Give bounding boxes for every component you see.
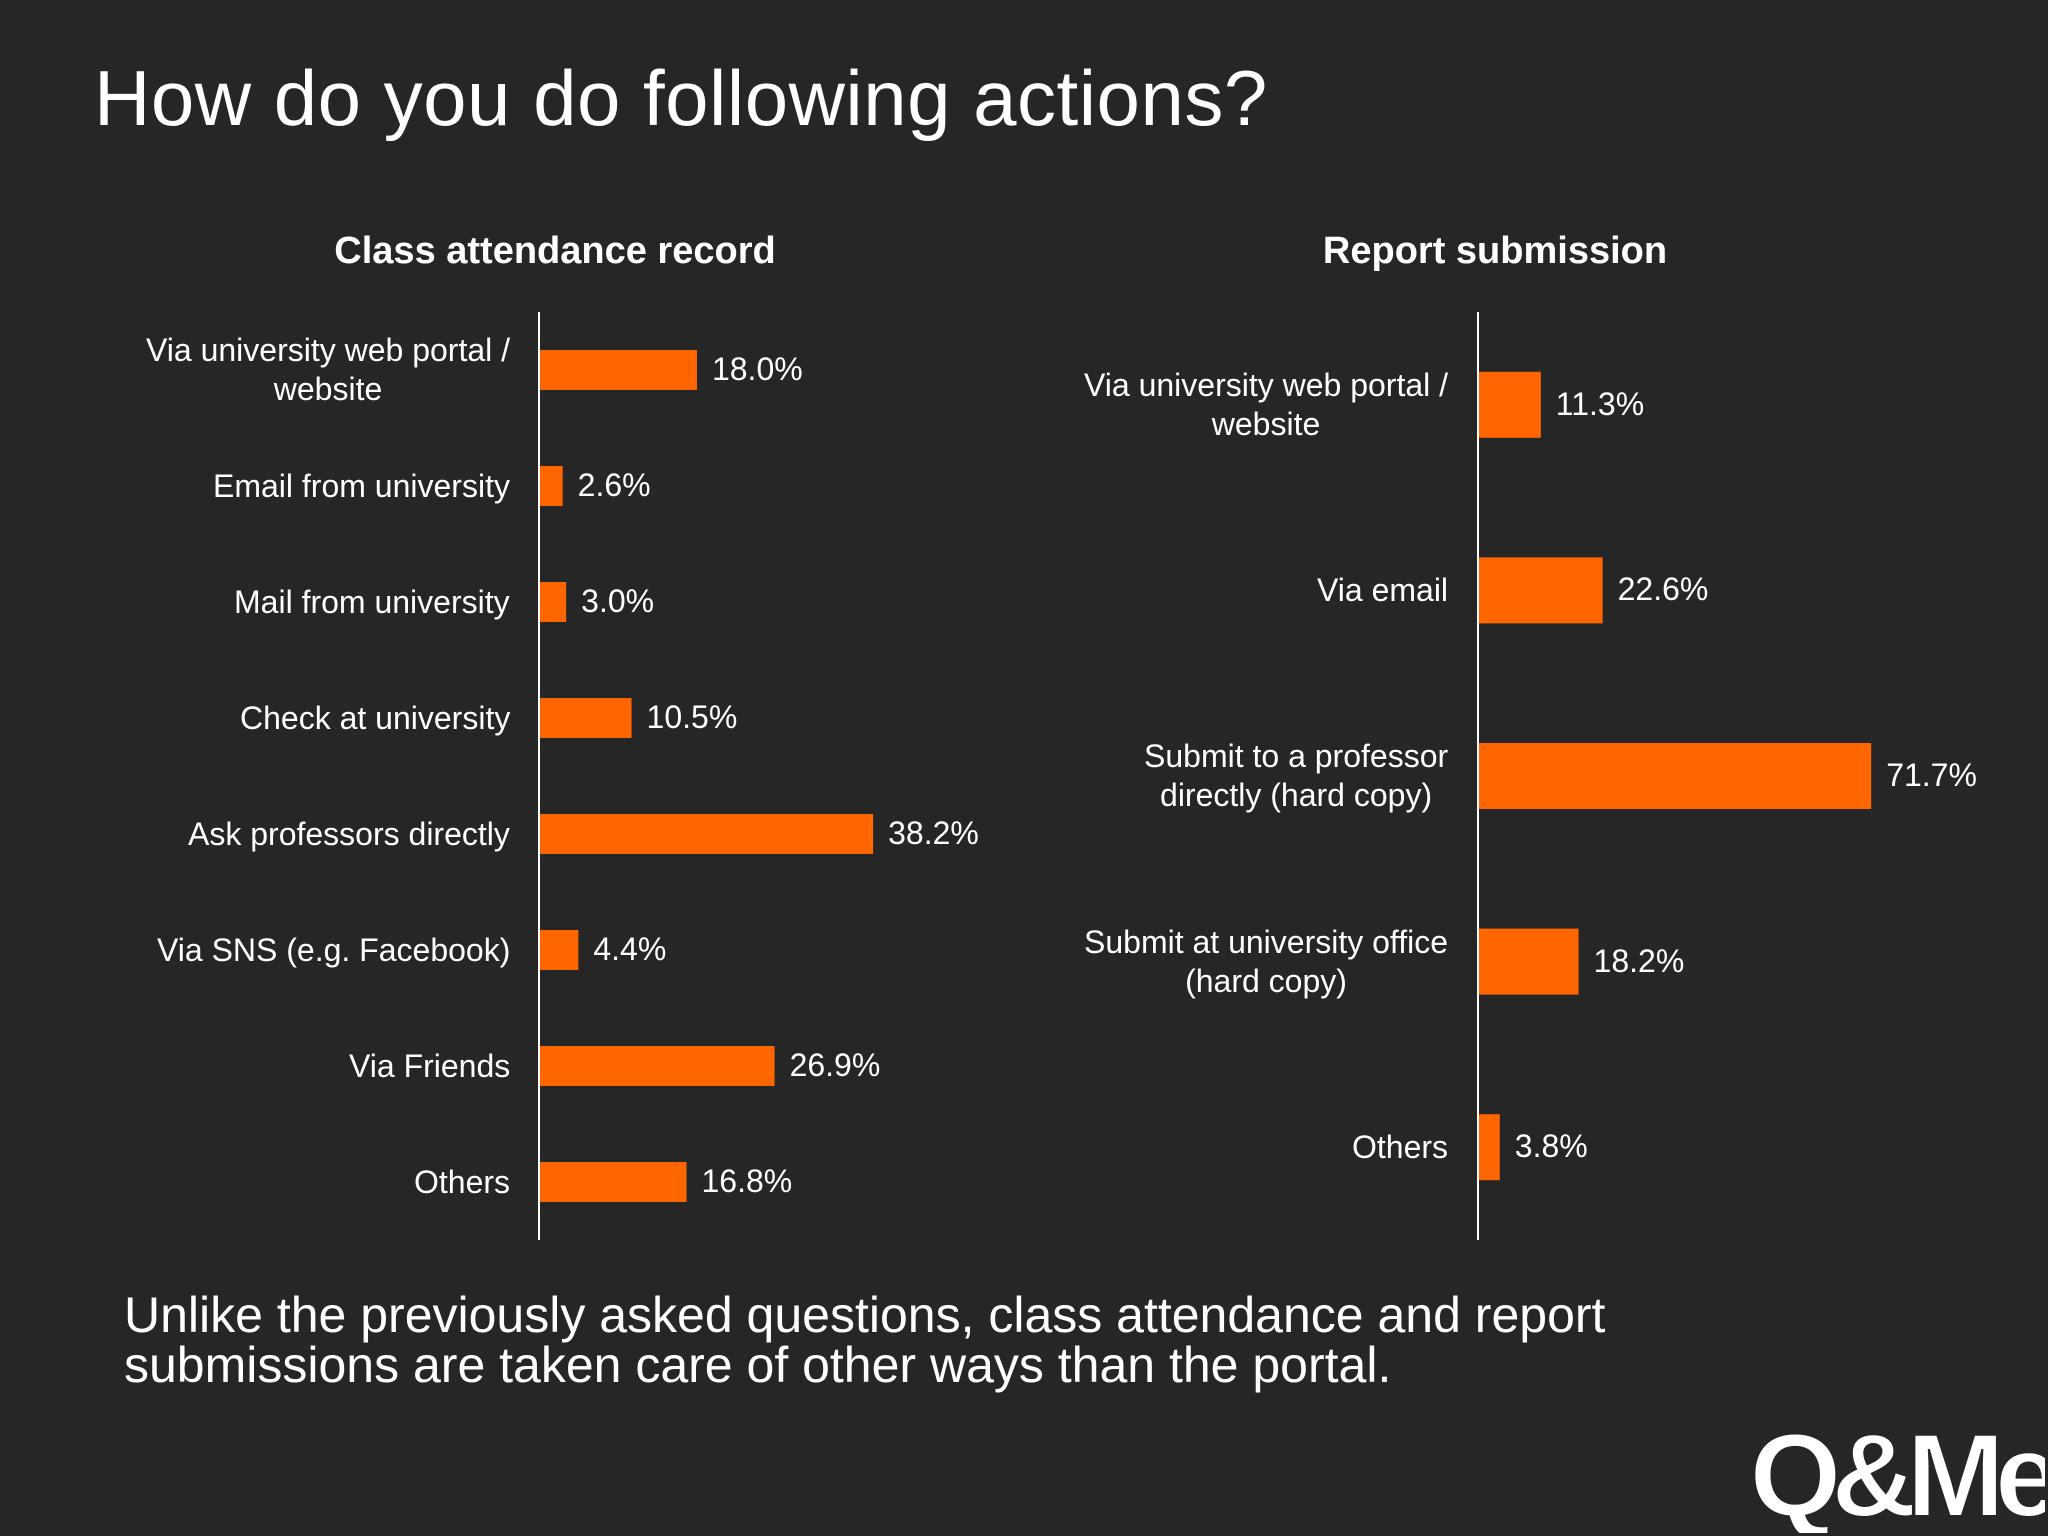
class-attendance-value-label-4: 10.5% xyxy=(646,699,738,735)
class-attendance-bar-1 xyxy=(540,350,697,390)
report-submission-category-label-3: Submit to a professor directly (hard copy… xyxy=(1144,738,1449,813)
page-title: How do you do following actions? xyxy=(94,54,1268,142)
class-attendance-category-label-1: Via university web portal / website xyxy=(146,332,511,407)
report-submission-bar-5 xyxy=(1479,1114,1500,1181)
report-submission-bar-3 xyxy=(1479,743,1872,809)
report-submission-value-label-2: 22.6% xyxy=(1617,571,1709,608)
qme-logo: Q&Me xyxy=(1755,1409,2045,1533)
report-submission-value-label-5: 3.8% xyxy=(1514,1128,1588,1165)
logo-text: Q&Me xyxy=(1755,1410,2045,1533)
footnote: Unlike the previously asked questions, c… xyxy=(124,1287,1606,1393)
class-attendance-value-label-8: 16.8% xyxy=(701,1163,793,1199)
report-submission-value-label-1: 11.3% xyxy=(1555,385,1645,422)
class-attendance-bar-7 xyxy=(540,1046,775,1086)
class-attendance-value-label-6: 4.4% xyxy=(593,931,667,967)
class-attendance-value-label-7: 26.9% xyxy=(789,1047,881,1083)
class-attendance-category-label-4: Check at university xyxy=(240,699,511,736)
chart-title-class-attendance: Class attendance record xyxy=(334,230,776,272)
report-submission-value-label-3: 71.7% xyxy=(1886,757,1977,793)
report-submission-bar-4 xyxy=(1479,928,1579,995)
chart-title-report-submission: Report submission xyxy=(1322,230,1668,272)
class-attendance-category-label-7: Via Friends xyxy=(349,1047,511,1084)
report-submission-value-label-4: 18.2% xyxy=(1593,942,1685,979)
report-submission-bar-1 xyxy=(1479,371,1541,438)
class-attendance-category-label-3: Mail from university xyxy=(234,583,510,620)
class-attendance-value-label-5: 38.2% xyxy=(888,815,979,851)
class-attendance-category-label-2: Email from university xyxy=(213,467,510,504)
class-attendance-bar-4 xyxy=(540,698,632,738)
report-submission-category-label-1: Via university web portal / website xyxy=(1084,366,1449,442)
report-submission-category-label-5: Others xyxy=(1352,1128,1449,1165)
report-submission-category-label-4: Submit at university office (hard copy) xyxy=(1084,923,1449,999)
report-submission-category-label-2: Via email xyxy=(1317,571,1449,608)
report-submission-bar-2 xyxy=(1479,557,1603,624)
class-attendance-value-label-3: 3.0% xyxy=(581,583,655,619)
class-attendance-bar-2 xyxy=(540,466,563,506)
class-attendance-bar-3 xyxy=(540,582,567,622)
class-attendance-value-label-1: 18.0% xyxy=(711,351,803,387)
class-attendance-bar-5 xyxy=(540,814,874,854)
class-attendance-category-label-6: Via SNS (e.g. Facebook) xyxy=(157,931,511,968)
class-attendance-category-label-5: Ask professors directly xyxy=(188,815,510,852)
class-attendance-category-label-8: Others xyxy=(414,1163,511,1200)
class-attendance-bar-6 xyxy=(540,930,579,970)
class-attendance-value-label-2: 2.6% xyxy=(577,467,651,503)
class-attendance-bar-8 xyxy=(540,1162,687,1202)
